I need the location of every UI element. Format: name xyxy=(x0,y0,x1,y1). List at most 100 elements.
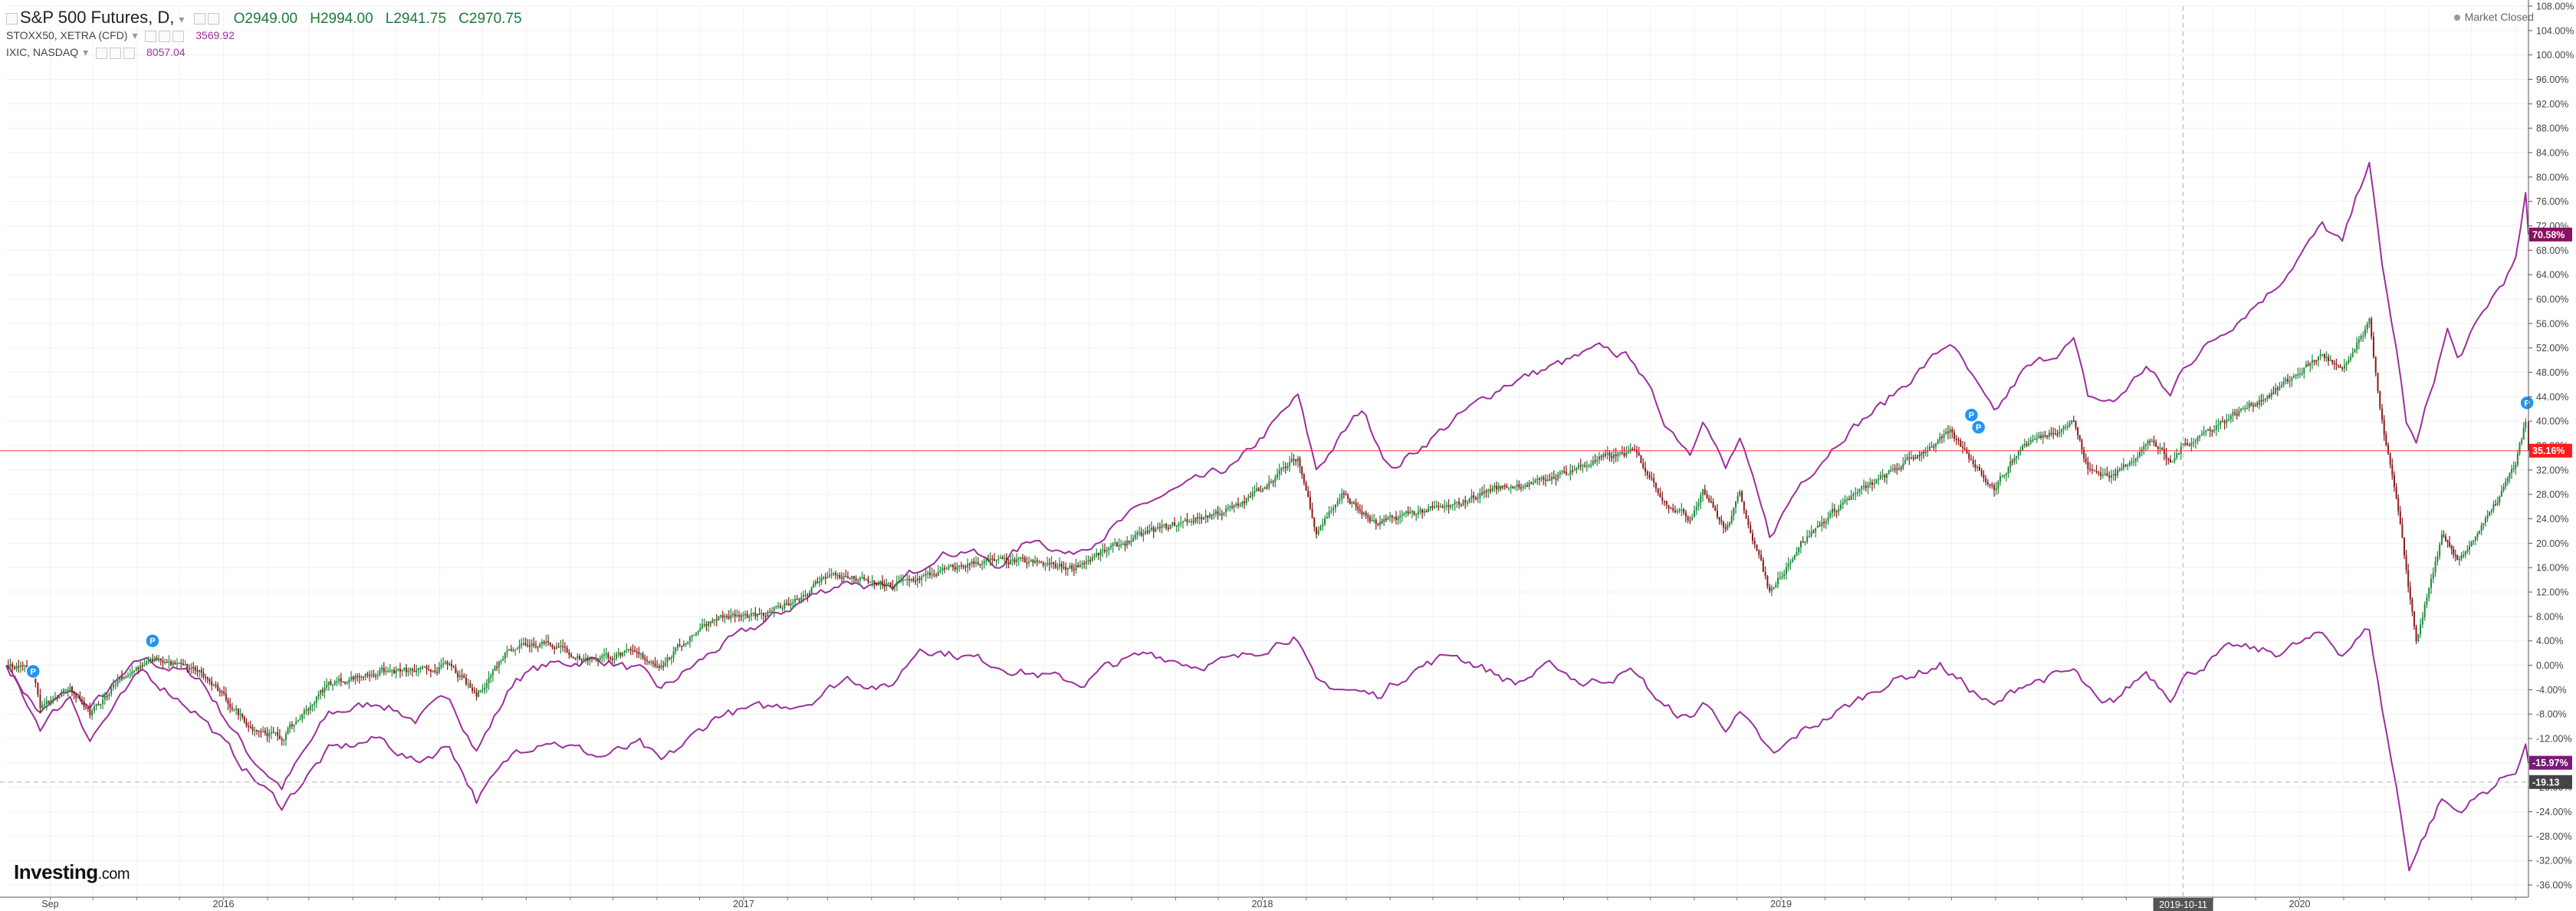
event-marker-icon[interactable] xyxy=(145,633,160,649)
candle-body xyxy=(1985,478,1987,482)
candle-body xyxy=(2256,403,2259,405)
candle-body xyxy=(1816,525,1819,528)
candle-body xyxy=(1301,466,1303,475)
candle-body xyxy=(764,616,767,617)
candle-body xyxy=(2215,426,2217,430)
candle-body xyxy=(1165,524,1168,528)
y-tick-label: 40.00% xyxy=(2536,416,2568,427)
candle-body xyxy=(2194,441,2196,442)
candle-body xyxy=(773,607,775,611)
candle-body xyxy=(1059,564,1061,567)
candle-body xyxy=(2205,430,2207,432)
candle-body xyxy=(205,676,207,679)
candle-body xyxy=(816,581,819,584)
investing-logo[interactable]: Investing.com xyxy=(14,860,130,884)
candle-body xyxy=(1793,555,1796,560)
y-tick-label: 64.00% xyxy=(2536,270,2568,281)
candle-body xyxy=(1303,474,1305,483)
symbol-label[interactable]: S&P 500 Futures, D, xyxy=(20,8,175,27)
close-icon[interactable] xyxy=(123,47,136,59)
candle-body xyxy=(2443,534,2445,537)
candle-body xyxy=(1858,488,1861,492)
candle-body xyxy=(2036,438,2038,440)
candle-body xyxy=(1477,497,1479,500)
hide-series-icon[interactable] xyxy=(6,12,18,25)
candle-body xyxy=(1467,502,1469,504)
candle-body xyxy=(2315,360,2318,362)
settings-icon[interactable] xyxy=(110,47,122,59)
candle-body xyxy=(1171,522,1174,525)
event-marker-icon[interactable] xyxy=(1970,419,1986,435)
candle-body xyxy=(1983,474,1985,479)
candle-body xyxy=(1506,485,1508,488)
candle-body xyxy=(1250,496,1252,498)
candle-body xyxy=(656,666,659,668)
candle-body xyxy=(730,615,732,619)
candle-body xyxy=(1745,510,1747,519)
candle-body xyxy=(356,676,359,677)
candle-body xyxy=(490,676,492,678)
candle-body xyxy=(2285,379,2287,383)
candle-body xyxy=(580,659,583,661)
close-icon[interactable] xyxy=(207,12,219,25)
x-axis[interactable]: Sep 2016 2017 2018 2019 2020 2019-10-11 xyxy=(0,896,2528,911)
legend-main[interactable]: S&P 500 Futures, D, ▾ O2949.00 H2994.00 L… xyxy=(6,8,522,28)
candle-body xyxy=(1038,561,1040,563)
candle-body xyxy=(769,611,771,613)
chevron-down-icon[interactable]: ▾ xyxy=(132,29,138,41)
candle-body xyxy=(2301,373,2303,374)
candle-body xyxy=(387,670,389,673)
candle-body xyxy=(2083,449,2085,459)
candle-body xyxy=(512,650,514,651)
candle-body xyxy=(761,613,763,614)
nasdaq-label[interactable]: IXIC, NASDAQ xyxy=(6,46,79,58)
candle-body xyxy=(622,653,624,656)
candle-body xyxy=(824,577,826,579)
close-icon[interactable] xyxy=(172,30,185,42)
candle-body xyxy=(287,728,289,735)
candle-body xyxy=(1802,541,1804,543)
chevron-down-icon[interactable]: ▾ xyxy=(83,46,89,58)
candle-body xyxy=(1989,484,1991,485)
stoxx-label[interactable]: STOXX50, XETRA (CFD) xyxy=(6,29,128,41)
candle-body xyxy=(1431,506,1434,508)
candle-body xyxy=(2133,461,2135,463)
candle-body xyxy=(595,659,597,661)
chevron-down-icon[interactable]: ▾ xyxy=(179,13,185,25)
event-marker-icon[interactable] xyxy=(1963,407,1980,423)
candle-body xyxy=(752,613,754,614)
candle-body xyxy=(514,649,517,651)
event-marker-icon[interactable] xyxy=(25,663,41,679)
candle-body xyxy=(473,690,475,692)
candle-body xyxy=(2054,433,2056,436)
candle-body xyxy=(1140,531,1142,536)
hide-series-icon[interactable] xyxy=(145,30,157,42)
candle-body xyxy=(960,564,962,567)
settings-icon[interactable] xyxy=(193,12,205,25)
candle-body xyxy=(740,615,742,617)
legend-stoxx[interactable]: STOXX50, XETRA (CFD) ▾ 3569.92 xyxy=(6,29,235,42)
candle-body xyxy=(1181,521,1184,523)
settings-icon[interactable] xyxy=(159,30,171,42)
candle-body xyxy=(1290,459,1293,462)
candle-body xyxy=(1520,487,1523,489)
candle-body xyxy=(1001,557,1004,559)
hide-series-icon[interactable] xyxy=(96,47,108,59)
candle-body xyxy=(925,574,927,576)
event-marker-icon[interactable] xyxy=(2519,395,2535,411)
candle-body xyxy=(440,664,442,667)
candle-body xyxy=(1244,502,1246,504)
candle-body xyxy=(572,656,574,659)
candle-body xyxy=(2139,452,2141,457)
candle-body xyxy=(69,686,71,689)
sp500-last-badge xyxy=(2529,443,2572,458)
candle-body xyxy=(1777,577,1779,584)
candle-body xyxy=(2163,449,2165,454)
candle-body xyxy=(237,708,239,715)
y-tick-label: 4.00% xyxy=(2536,636,2563,646)
legend-nasdaq[interactable]: IXIC, NASDAQ ▾ 8057.04 xyxy=(6,46,186,59)
candle-body xyxy=(2221,421,2223,423)
candle-body xyxy=(840,577,843,579)
